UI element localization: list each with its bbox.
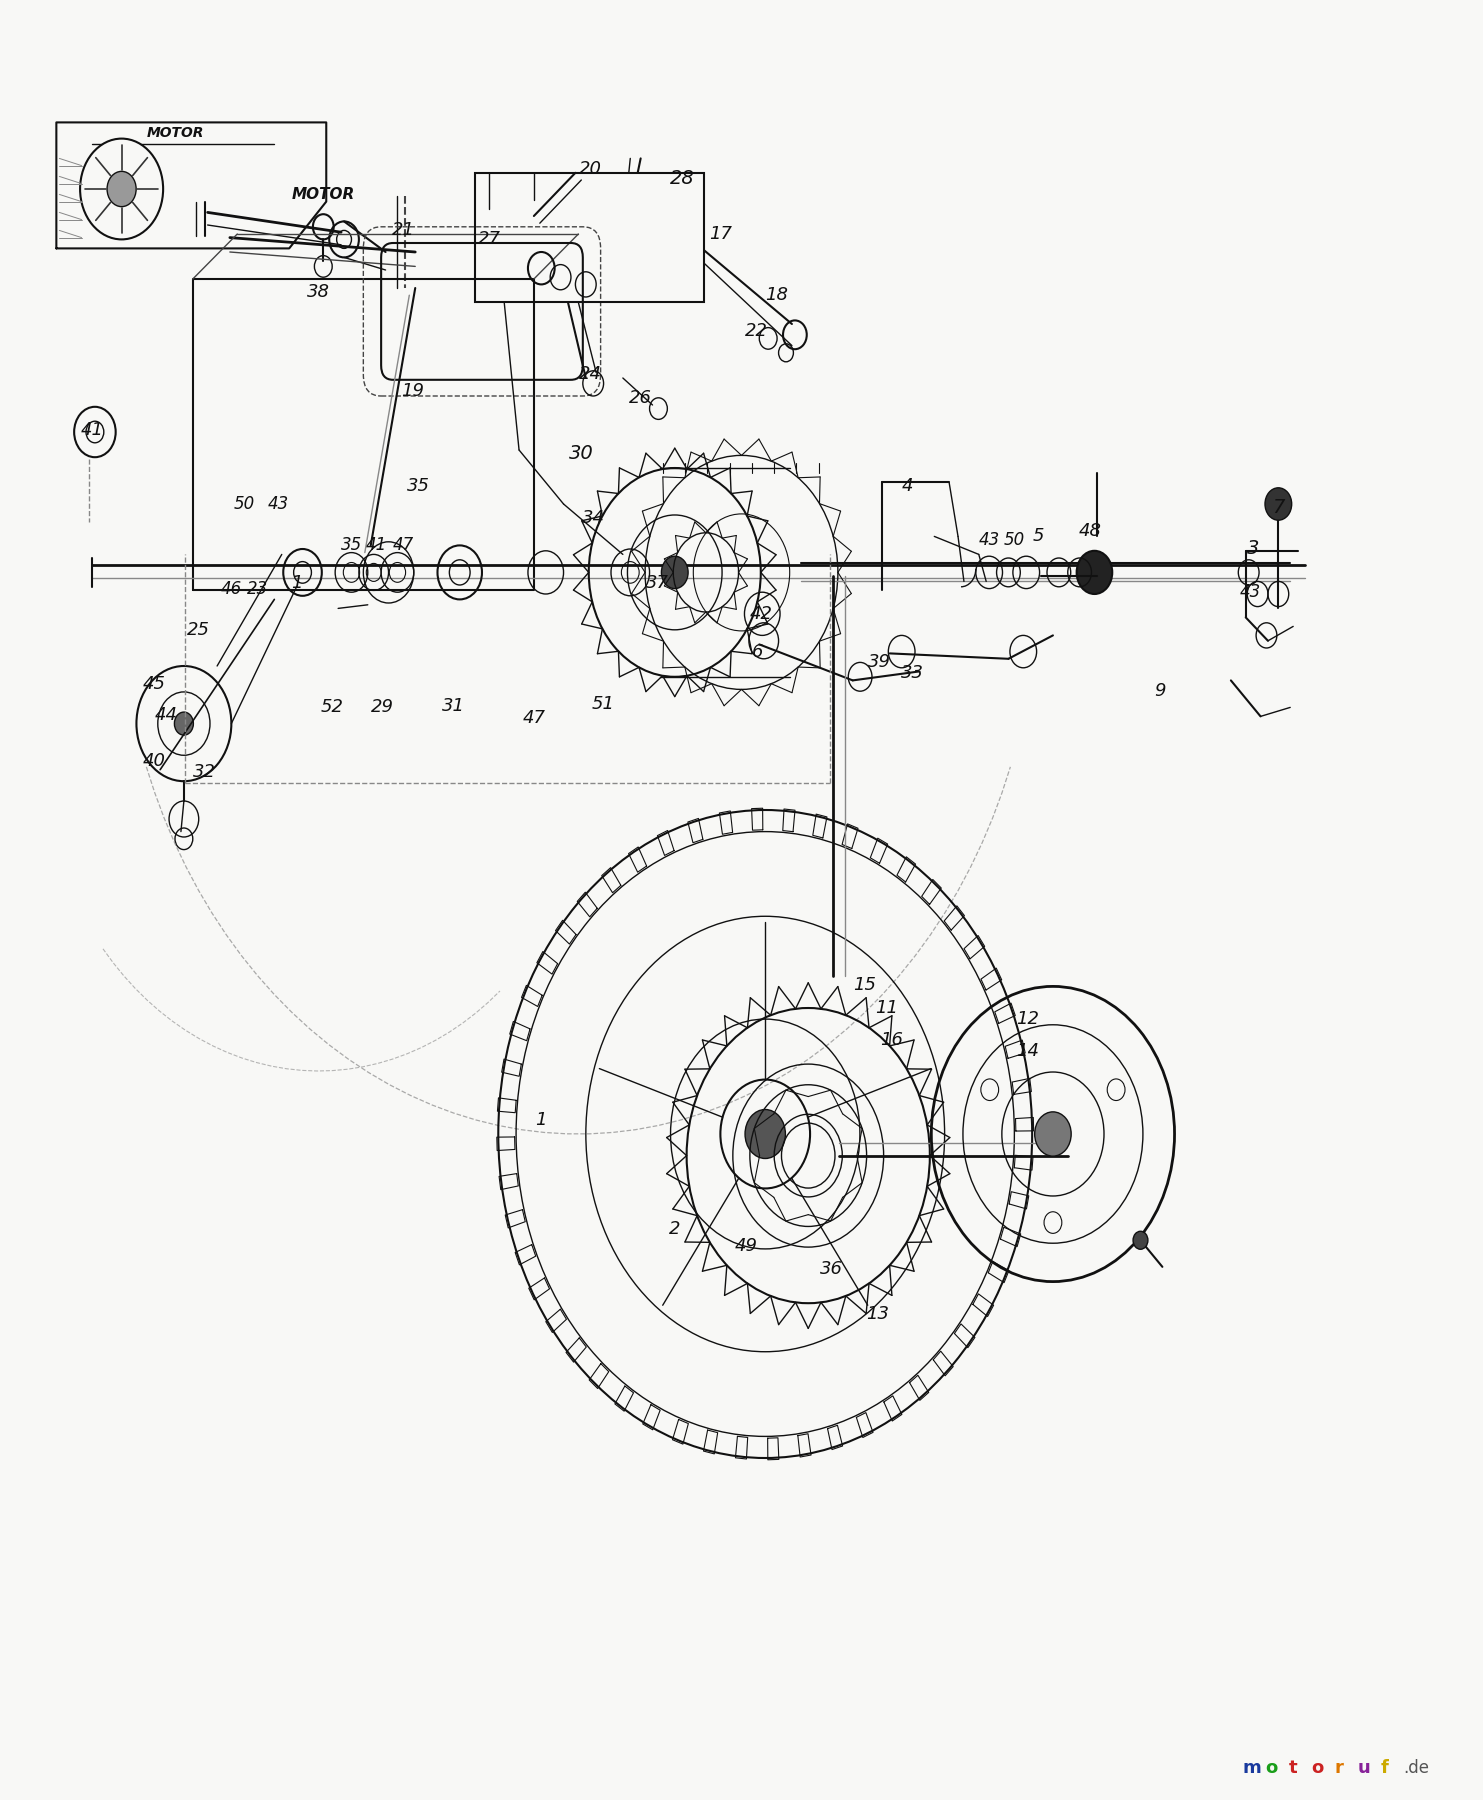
Text: 45: 45 xyxy=(142,675,166,693)
Text: 1: 1 xyxy=(291,574,303,592)
Text: MOTOR: MOTOR xyxy=(147,126,203,140)
Text: .de: .de xyxy=(1403,1759,1430,1777)
Text: MOTOR: MOTOR xyxy=(292,187,354,202)
Text: 3: 3 xyxy=(1247,540,1259,558)
Circle shape xyxy=(661,556,688,589)
Text: 37: 37 xyxy=(645,574,669,592)
Text: 41: 41 xyxy=(80,421,104,439)
Circle shape xyxy=(80,139,163,239)
Text: 27: 27 xyxy=(478,230,501,248)
Text: 19: 19 xyxy=(400,382,424,400)
Circle shape xyxy=(175,713,193,734)
Text: 15: 15 xyxy=(853,976,876,994)
Text: 26: 26 xyxy=(629,389,653,407)
Text: 13: 13 xyxy=(866,1305,890,1323)
Text: u: u xyxy=(1358,1759,1370,1777)
Text: 11: 11 xyxy=(875,999,899,1017)
Text: 20: 20 xyxy=(578,160,602,178)
Text: 1: 1 xyxy=(535,1111,547,1129)
Text: 40: 40 xyxy=(142,752,166,770)
Circle shape xyxy=(1265,488,1292,520)
Text: 47: 47 xyxy=(522,709,546,727)
Circle shape xyxy=(1133,1231,1148,1249)
Circle shape xyxy=(1077,551,1112,594)
Text: 5: 5 xyxy=(1032,527,1044,545)
Text: 34: 34 xyxy=(581,509,605,527)
Text: 44: 44 xyxy=(154,706,178,724)
Text: 50: 50 xyxy=(1004,531,1025,549)
Text: 49: 49 xyxy=(734,1237,758,1255)
Text: 18: 18 xyxy=(765,286,789,304)
Text: 28: 28 xyxy=(670,169,694,187)
Text: 41: 41 xyxy=(366,536,387,554)
Text: 38: 38 xyxy=(307,283,331,301)
Text: 14: 14 xyxy=(1016,1042,1040,1060)
Text: 6: 6 xyxy=(752,643,764,661)
Text: 22: 22 xyxy=(744,322,768,340)
Text: 29: 29 xyxy=(371,698,394,716)
Text: o: o xyxy=(1265,1759,1278,1777)
Text: 42: 42 xyxy=(749,605,773,623)
Text: 2: 2 xyxy=(669,1220,681,1238)
Text: t: t xyxy=(1289,1759,1298,1777)
Text: 39: 39 xyxy=(868,653,891,671)
Text: 35: 35 xyxy=(341,536,362,554)
Text: 51: 51 xyxy=(592,695,615,713)
Text: f: f xyxy=(1381,1759,1388,1777)
Text: 23: 23 xyxy=(248,580,268,598)
Text: 43: 43 xyxy=(979,531,1000,549)
Text: 12: 12 xyxy=(1016,1010,1040,1028)
Text: 9: 9 xyxy=(1154,682,1166,700)
Circle shape xyxy=(744,1109,786,1159)
Text: 47: 47 xyxy=(393,536,414,554)
Text: 17: 17 xyxy=(709,225,733,243)
Text: r: r xyxy=(1335,1759,1344,1777)
Text: 4: 4 xyxy=(902,477,914,495)
Text: 52: 52 xyxy=(320,698,344,716)
Text: 43: 43 xyxy=(268,495,289,513)
Text: 21: 21 xyxy=(392,221,415,239)
Circle shape xyxy=(107,171,136,207)
Text: 32: 32 xyxy=(193,763,217,781)
Text: 16: 16 xyxy=(879,1031,903,1049)
Text: 36: 36 xyxy=(820,1260,844,1278)
Text: 33: 33 xyxy=(900,664,924,682)
Text: 7: 7 xyxy=(1272,499,1284,517)
Text: 50: 50 xyxy=(234,495,255,513)
Text: 48: 48 xyxy=(1078,522,1102,540)
Text: 43: 43 xyxy=(1240,583,1261,601)
Text: 24: 24 xyxy=(578,365,602,383)
Text: 31: 31 xyxy=(442,697,466,715)
Text: m: m xyxy=(1243,1759,1262,1777)
Text: o: o xyxy=(1311,1759,1324,1777)
Text: 46: 46 xyxy=(221,580,242,598)
Bar xyxy=(475,173,704,302)
Text: 30: 30 xyxy=(569,445,593,463)
Circle shape xyxy=(1035,1112,1071,1156)
Text: 25: 25 xyxy=(187,621,211,639)
Text: 35: 35 xyxy=(406,477,430,495)
